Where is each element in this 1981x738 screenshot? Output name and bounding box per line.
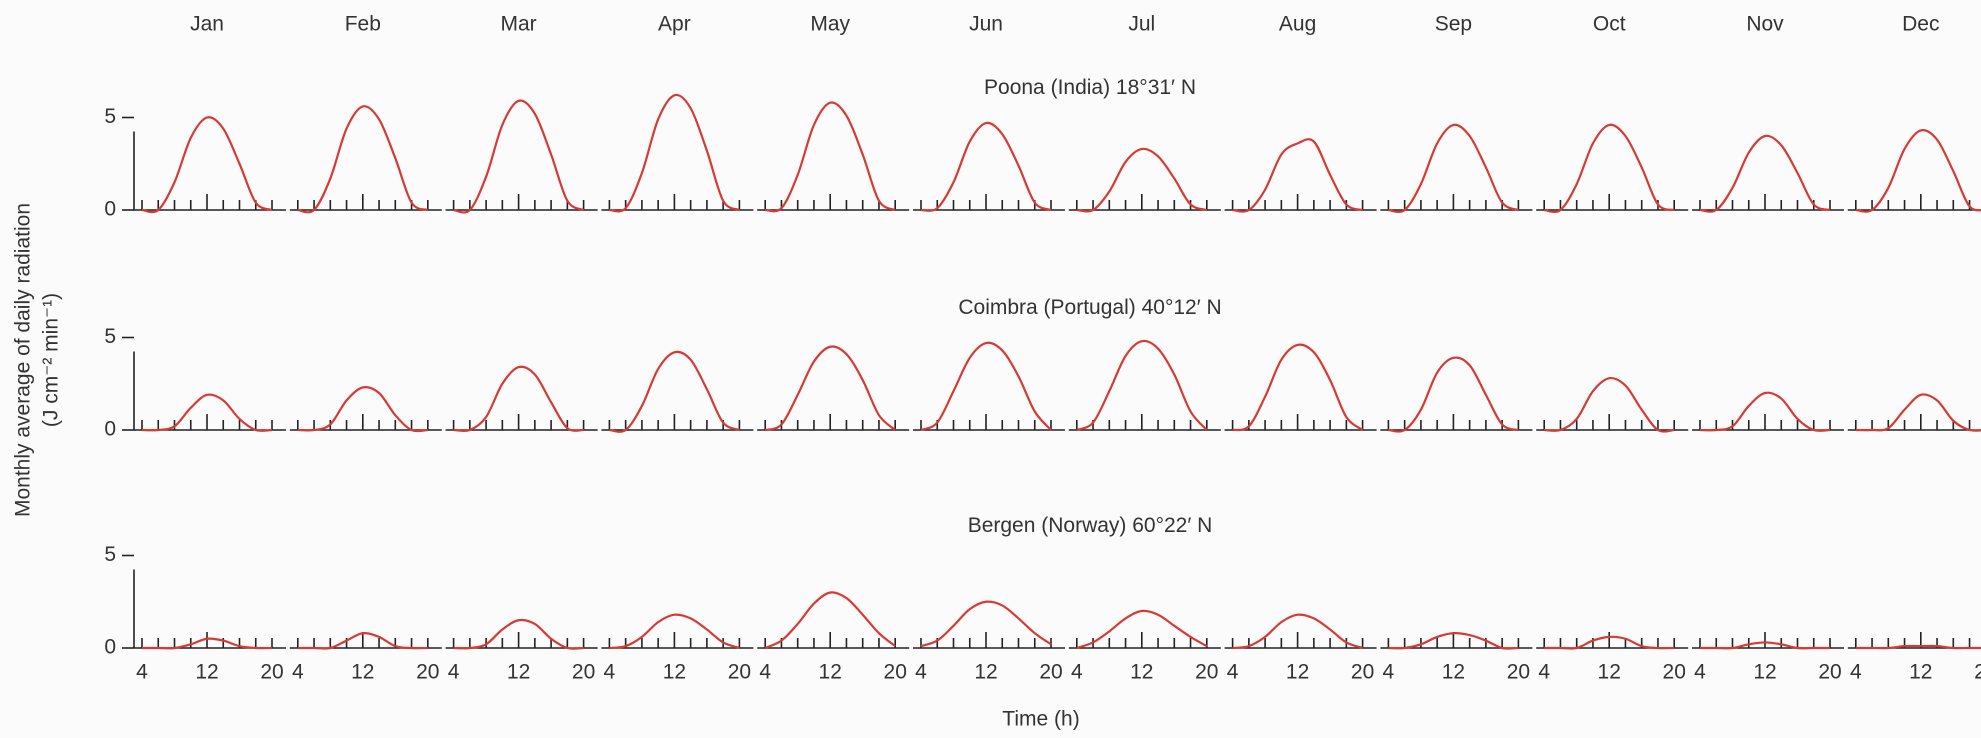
radiation-curve	[1700, 641, 1830, 650]
radiation-curve	[141, 116, 273, 214]
x-tick-label: 20	[728, 661, 751, 684]
x-tick-label: 20	[260, 661, 283, 684]
radiation-curve	[1388, 356, 1519, 433]
radiation-curve	[1232, 138, 1363, 213]
radiation-curve	[453, 365, 584, 433]
radiation-curve	[1076, 609, 1208, 650]
month-label: May	[810, 13, 850, 36]
x-tick-label: 20	[1974, 661, 1981, 684]
x-axis-label: Time (h)	[1002, 708, 1079, 731]
x-tick-label: 20	[1351, 661, 1374, 684]
x-tick-label: 20	[572, 661, 595, 684]
radiation-curve	[1388, 123, 1519, 213]
radiation-curve	[609, 613, 740, 650]
x-tick-label: 4	[1071, 661, 1083, 684]
radiation-curve	[765, 101, 896, 213]
y-tick-label: 0	[104, 418, 116, 441]
x-tick-label: 4	[604, 661, 616, 684]
x-tick-label: 12	[1130, 661, 1153, 684]
x-tick-label: 12	[1753, 661, 1776, 684]
month-label: Apr	[658, 13, 691, 36]
radiation-curve	[1232, 613, 1363, 650]
month-label: Mar	[501, 13, 537, 36]
month-label: Aug	[1279, 13, 1316, 36]
y-axis-label: Monthly average of daily radiation	[12, 203, 35, 517]
panel-title: Poona (India) 18°31′ N	[984, 76, 1196, 99]
radiation-curve	[297, 386, 428, 433]
x-tick-label: 20	[1507, 661, 1530, 684]
x-tick-label: 20	[1195, 661, 1218, 684]
month-label: Nov	[1746, 13, 1784, 36]
radiation-curve	[1232, 343, 1364, 432]
x-tick-label: 12	[663, 661, 686, 684]
month-label: Jan	[190, 13, 224, 36]
radiation-curve	[609, 93, 740, 213]
x-tick-label: 20	[884, 661, 907, 684]
x-tick-label: 4	[1383, 661, 1395, 684]
radiation-curve	[1544, 635, 1675, 650]
radiation-curve	[764, 345, 896, 432]
x-tick-label: 12	[974, 661, 997, 684]
x-tick-label: 12	[1909, 661, 1932, 684]
radiation-curve	[1855, 129, 1981, 213]
radiation-curve	[1076, 147, 1208, 213]
x-tick-label: 4	[1227, 661, 1239, 684]
x-tick-label: 4	[1694, 661, 1706, 684]
x-tick-label: 4	[292, 661, 304, 684]
x-tick-label: 20	[416, 661, 439, 684]
month-label: Jul	[1128, 13, 1155, 36]
radiation-curve	[920, 600, 1052, 648]
y-tick-label: 5	[104, 325, 116, 348]
radiation-curve	[141, 393, 273, 432]
radiation-curve	[1076, 339, 1208, 432]
x-tick-label: 12	[351, 661, 374, 684]
radiation-curve	[1699, 134, 1831, 213]
y-tick-label: 5	[104, 105, 116, 128]
radiation-curve	[453, 99, 585, 214]
radiation-curve	[1544, 376, 1675, 433]
month-label: Oct	[1593, 13, 1626, 36]
month-label: Jun	[969, 13, 1003, 36]
radiation-curve	[1855, 393, 1981, 432]
x-tick-label: 4	[1538, 661, 1550, 684]
x-tick-label: 12	[507, 661, 530, 684]
x-tick-label: 12	[1598, 661, 1621, 684]
x-tick-label: 20	[1663, 661, 1686, 684]
x-tick-label: 4	[759, 661, 771, 684]
x-tick-label: 12	[1442, 661, 1465, 684]
panel-title: Coimbra (Portugal) 40°12′ N	[958, 296, 1221, 319]
radiation-curve	[920, 121, 1052, 212]
radiation-curve	[1855, 644, 1981, 650]
x-tick-label: 12	[195, 661, 218, 684]
month-label: Sep	[1435, 13, 1472, 36]
x-tick-label: 12	[1286, 661, 1309, 684]
x-tick-label: 4	[1850, 661, 1862, 684]
radiation-curve	[297, 631, 428, 650]
month-label: Feb	[345, 13, 381, 36]
radiation-curve	[609, 350, 740, 433]
radiation-curve	[1699, 391, 1831, 432]
y-axis-label: (J cm⁻² min⁻¹)	[40, 293, 63, 427]
y-tick-label: 0	[104, 198, 116, 221]
y-tick-label: 5	[104, 543, 116, 566]
x-tick-label: 4	[136, 661, 148, 684]
x-tick-label: 20	[1039, 661, 1062, 684]
radiation-curve	[920, 341, 1052, 432]
radiation-curve	[764, 591, 896, 650]
radiation-curve	[142, 637, 273, 650]
radiation-curve	[453, 618, 584, 650]
x-tick-label: 4	[448, 661, 460, 684]
panel-title: Bergen (Norway) 60°22′ N	[968, 514, 1213, 537]
radiation-curve	[297, 105, 429, 214]
radiation-curve	[1388, 632, 1519, 650]
x-tick-label: 4	[915, 661, 927, 684]
x-tick-label: 12	[819, 661, 842, 684]
y-tick-label: 0	[104, 636, 116, 659]
x-tick-label: 20	[1818, 661, 1841, 684]
radiation-curve	[1544, 123, 1675, 213]
month-label: Dec	[1902, 13, 1939, 36]
